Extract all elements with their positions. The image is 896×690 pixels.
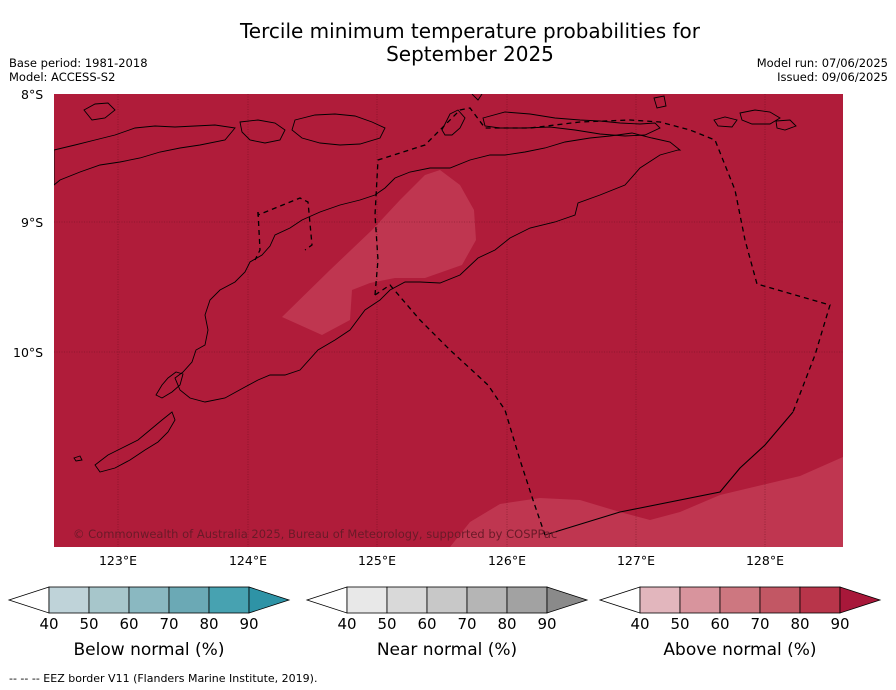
copyright-notice: © Commonwealth of Australia 2025, Bureau…	[73, 527, 558, 541]
issued-date: Issued: 09/06/2025	[777, 70, 888, 84]
moa-coast	[739, 109, 781, 125]
lat-label-10s: 10°S	[13, 345, 44, 360]
colorbar-below-low-arrow	[7, 586, 50, 614]
colorbar-above-tick: 70	[750, 615, 770, 633]
colorbar-above-tick: 50	[670, 615, 690, 633]
colorbar-below-segment	[168, 586, 210, 614]
colorbar-below-segment	[88, 586, 130, 614]
colorbar-below-tick: 90	[239, 615, 259, 633]
map-background	[54, 94, 843, 547]
colorbar-below-tick: 80	[199, 615, 219, 633]
model-run: Model run: 07/06/2025	[756, 56, 888, 70]
colorbar-above-segment	[639, 586, 681, 614]
colorbar-near-segment	[386, 586, 428, 614]
colorbar-near-high-arrow	[546, 586, 589, 614]
rote-coast	[155, 371, 184, 399]
meta-left: Base period: 1981-2018 Model: ACCESS-S2	[9, 56, 148, 84]
colorbar-above-segment	[759, 586, 801, 614]
model-name: Model: ACCESS-S2	[9, 70, 116, 84]
flores-coast	[54, 124, 236, 186]
colorbar-above-tick: 40	[630, 615, 650, 633]
lon-label-126e: 126°E	[487, 553, 526, 568]
colorbar-near-low-arrow	[305, 586, 348, 614]
colorbar-near-segment	[466, 586, 508, 614]
maritime-boundary-solid	[544, 411, 794, 536]
alor-coast	[291, 113, 386, 146]
lon-label-128e: 128°E	[745, 553, 784, 568]
colorbar-below-segment	[48, 586, 90, 614]
eez-legend-footer: -- -- -- EEZ border V11 (Flanders Marine…	[9, 672, 318, 685]
map-title-line2: September 2025	[386, 42, 554, 66]
lon-label-124e: 124°E	[228, 553, 267, 568]
eez-west-boundary	[254, 211, 261, 261]
lat-label-8s: 8°S	[21, 87, 44, 102]
eez-border	[254, 107, 831, 536]
colorbar-near-tick: 50	[377, 615, 397, 633]
colorbar-near-tick: 40	[337, 615, 357, 633]
colorbar-above-tick: 60	[710, 615, 730, 633]
colorbar-below-title: Below normal (%)	[73, 640, 225, 660]
colorbar-near-tick: 90	[537, 615, 557, 633]
colorbar-below-tick: 70	[159, 615, 179, 633]
lon-label-125e: 125°E	[357, 553, 396, 568]
colorbar-above-high-arrow	[839, 586, 882, 614]
coastlines	[54, 94, 797, 473]
colorbar-above-segment	[679, 586, 721, 614]
atauro-coast	[441, 109, 466, 136]
base-period: Base period: 1981-2018	[9, 56, 148, 70]
eez-timor-north	[374, 107, 831, 413]
colorbar-near-segment	[506, 586, 548, 614]
colorbar-near-title: Near normal (%)	[376, 640, 518, 660]
colorbar-near-tick: 60	[417, 615, 437, 633]
lakor-coast	[775, 119, 797, 131]
graticule	[54, 94, 843, 547]
raijua-coast	[73, 455, 83, 462]
colorbar-near-tick: 80	[497, 615, 517, 633]
colorbar-below-tick: 40	[39, 615, 59, 633]
colorbar-below-tick: 50	[79, 615, 99, 633]
colorbar-below-high-arrow	[248, 586, 291, 614]
colorbar-above-tick: 90	[830, 615, 850, 633]
colorbar-near-segment	[426, 586, 468, 614]
lon-label-127e: 127°E	[616, 553, 655, 568]
probability-zone-80	[282, 170, 476, 335]
sawu-coast	[94, 411, 176, 473]
colorbar-above-tick: 80	[790, 615, 810, 633]
kisar-coast	[653, 95, 667, 109]
colorbar-below-tick: 60	[119, 615, 139, 633]
colorbar-below-segment	[208, 586, 250, 614]
meta-right: Model run: 07/06/2025 Issued: 09/06/2025	[757, 56, 888, 84]
colorbar-above-segment	[719, 586, 761, 614]
pantar-coast	[239, 119, 286, 144]
colorbar-near-tick: 70	[457, 615, 477, 633]
colorbar-above-low-arrow	[598, 586, 641, 614]
colorbar-above-title: Above normal (%)	[663, 640, 817, 660]
colorbar-below-segment	[128, 586, 170, 614]
colorbar-near-segment	[346, 586, 388, 614]
lembata-coast	[83, 102, 116, 121]
lon-label-123e: 123°E	[98, 553, 137, 568]
lat-label-9s: 9°S	[21, 215, 44, 230]
map-title-line1: Tercile minimum temperature probabilitie…	[239, 19, 701, 43]
wetar-north-islet	[471, 94, 483, 101]
map-title: Tercile minimum temperature probabilitie…	[0, 20, 896, 66]
colorbar-above-segment	[799, 586, 841, 614]
timor-coast	[174, 132, 682, 403]
probability-zone-80-south	[450, 457, 843, 547]
leti-coast	[713, 116, 738, 128]
